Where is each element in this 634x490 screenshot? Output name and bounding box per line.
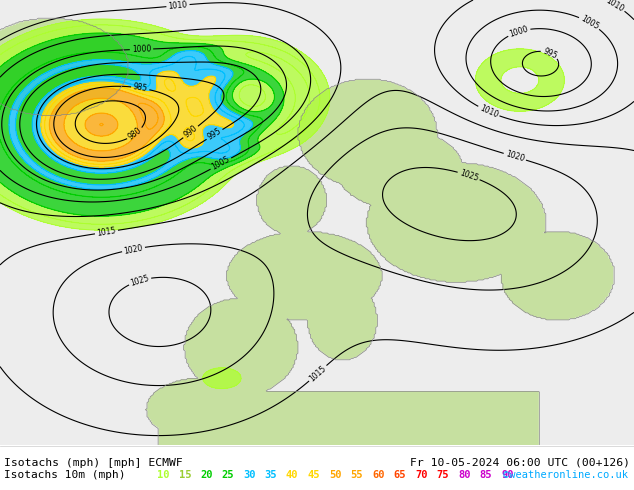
Text: 90: 90 bbox=[501, 470, 514, 480]
Text: Isotachs (mph) [mph] ECMWF: Isotachs (mph) [mph] ECMWF bbox=[4, 458, 183, 467]
Text: 10: 10 bbox=[157, 470, 169, 480]
Text: 40: 40 bbox=[286, 470, 299, 480]
Text: 80: 80 bbox=[458, 470, 470, 480]
Text: 1025: 1025 bbox=[129, 273, 150, 288]
Text: 1000: 1000 bbox=[132, 45, 152, 54]
Text: 55: 55 bbox=[351, 470, 363, 480]
Text: 75: 75 bbox=[436, 470, 449, 480]
Text: 1000: 1000 bbox=[508, 24, 529, 39]
Text: 1010: 1010 bbox=[478, 103, 500, 120]
Text: 20: 20 bbox=[200, 470, 212, 480]
Text: 1020: 1020 bbox=[504, 149, 526, 164]
Text: 980: 980 bbox=[127, 126, 143, 142]
Text: 45: 45 bbox=[307, 470, 320, 480]
Text: 1015: 1015 bbox=[307, 364, 328, 383]
Text: 50: 50 bbox=[329, 470, 342, 480]
Text: 70: 70 bbox=[415, 470, 427, 480]
Text: 85: 85 bbox=[479, 470, 492, 480]
Text: 995: 995 bbox=[206, 127, 223, 142]
Text: 35: 35 bbox=[264, 470, 277, 480]
Text: ©weatheronline.co.uk: ©weatheronline.co.uk bbox=[503, 470, 628, 480]
Text: Fr 10-05-2024 06:00 UTC (00+126): Fr 10-05-2024 06:00 UTC (00+126) bbox=[410, 458, 630, 467]
Text: 990: 990 bbox=[182, 124, 199, 140]
Text: 30: 30 bbox=[243, 470, 256, 480]
Text: 1005: 1005 bbox=[210, 155, 231, 172]
Text: 985: 985 bbox=[133, 82, 148, 94]
Text: 65: 65 bbox=[394, 470, 406, 480]
Text: 15: 15 bbox=[179, 470, 191, 480]
Text: 25: 25 bbox=[221, 470, 234, 480]
Text: 1010: 1010 bbox=[604, 0, 626, 14]
Text: 1010: 1010 bbox=[168, 0, 188, 11]
Text: 1025: 1025 bbox=[458, 168, 479, 183]
Text: 1015: 1015 bbox=[96, 226, 117, 238]
Text: 1020: 1020 bbox=[123, 243, 144, 255]
Text: 60: 60 bbox=[372, 470, 384, 480]
Text: Isotachs 10m (mph): Isotachs 10m (mph) bbox=[4, 470, 126, 480]
Text: 1005: 1005 bbox=[579, 14, 600, 31]
Text: 995: 995 bbox=[541, 46, 559, 60]
